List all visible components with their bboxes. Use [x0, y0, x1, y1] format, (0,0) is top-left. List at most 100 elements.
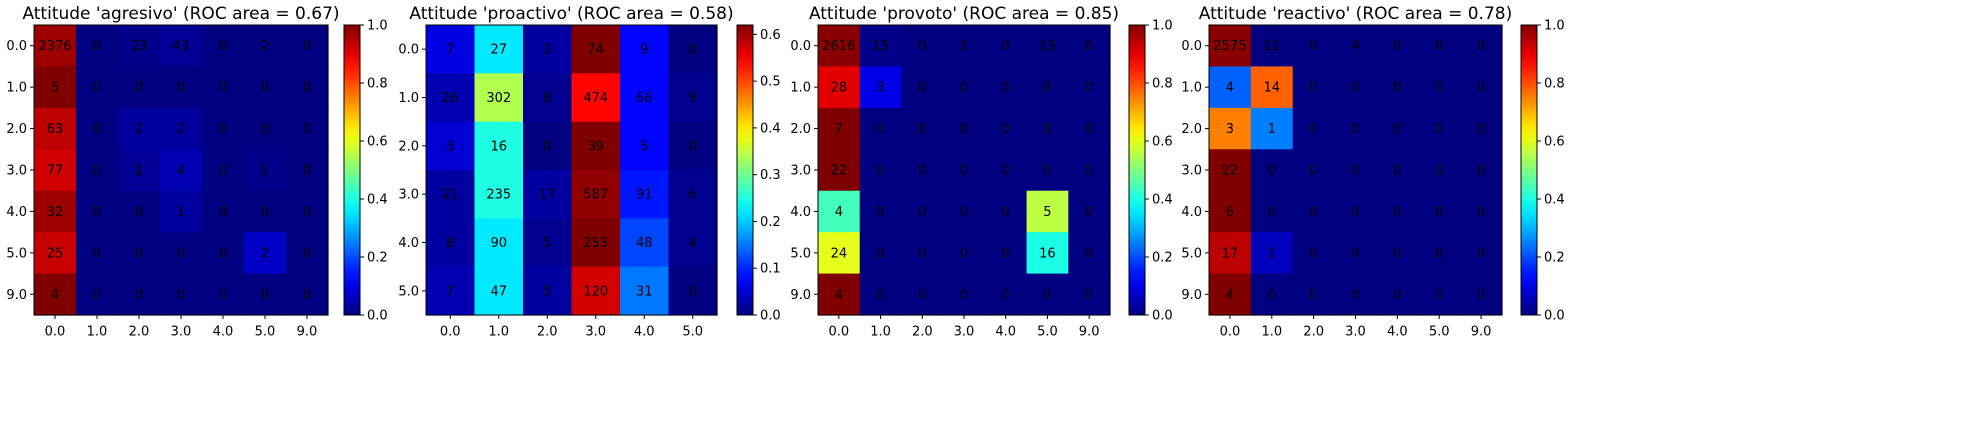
cell-value-label: 0 — [1085, 39, 1093, 54]
heatmap-cell — [668, 266, 718, 316]
heatmap-cell — [160, 107, 203, 150]
cell-value-label: 0 — [1268, 288, 1276, 303]
heatmap-cell — [202, 149, 245, 192]
heatmap-cell — [943, 190, 986, 233]
cell-value-label: 0 — [1393, 205, 1401, 220]
heatmap-cell — [118, 107, 161, 150]
cell-value-label: 0 — [1043, 288, 1051, 303]
cell-value-label: 7 — [446, 43, 454, 58]
heatmap-cell — [1068, 149, 1111, 192]
heatmap-cell — [1376, 273, 1419, 316]
heatmap-cell — [118, 190, 161, 233]
colorbar-tick-label: 0.8 — [367, 77, 388, 92]
heatmap-cell — [34, 66, 77, 109]
y-tick-label: 4.0 — [398, 236, 419, 251]
cell-value-label: 0 — [303, 288, 311, 303]
heatmap-cell — [426, 121, 476, 171]
x-tick-label: 3.0 — [171, 325, 192, 340]
x-tick-label: 0.0 — [440, 325, 461, 340]
heatmap-cell — [1209, 66, 1252, 109]
heatmap-cell — [1418, 25, 1461, 68]
colorbar-tick-label: 0.5 — [760, 75, 781, 90]
cell-value-label: 5 — [543, 236, 551, 251]
heatmap-cell — [34, 107, 77, 150]
heatmap-cell — [943, 107, 986, 150]
heatmap-cell — [571, 266, 621, 316]
heatmap-cell — [1250, 25, 1294, 68]
heatmap-cell — [1292, 66, 1336, 109]
heatmap-cell — [1376, 25, 1419, 68]
heatmap-cell — [1460, 190, 1503, 233]
cell-value-label: 0 — [261, 122, 269, 137]
cell-value-label: 0 — [918, 205, 926, 220]
colorbar-tick-label: 0.6 — [1152, 135, 1173, 150]
heatmap-cell — [1068, 66, 1111, 109]
heatmap-cell — [1250, 273, 1294, 316]
x-tick-label: 0.0 — [829, 325, 850, 340]
heatmap-cell — [1068, 273, 1111, 316]
cell-value-label: 0 — [1002, 81, 1010, 96]
cell-value-label: 0 — [1435, 164, 1443, 179]
heatmap-cell — [34, 232, 77, 275]
heatmap-cell — [859, 273, 903, 316]
colorbar-tick-label: 0.6 — [760, 28, 781, 43]
x-tick-label: 5.0 — [682, 325, 703, 340]
cell-value-label: 1 — [177, 205, 185, 220]
cell-value-label: 7 — [835, 122, 843, 137]
heatmap-cell — [244, 66, 287, 109]
cell-value-label: 0 — [1002, 205, 1010, 220]
cell-value-label: 17 — [1222, 246, 1239, 261]
heatmap-cell — [523, 121, 573, 171]
heatmap-cell — [202, 66, 245, 109]
colorbar-tick-label: 0.2 — [1544, 251, 1565, 266]
heatmap-cell — [1250, 107, 1294, 150]
cell-value-label: 25 — [47, 246, 64, 261]
heatmap-cell — [571, 121, 621, 171]
y-tick-label: 0.0 — [398, 43, 419, 58]
heatmap-cell — [426, 170, 476, 219]
heatmap-cell — [1292, 149, 1336, 192]
heatmap-cell — [286, 107, 329, 150]
heatmap-cell — [901, 66, 944, 109]
heatmap-cell — [160, 25, 203, 68]
heatmap-cell — [1376, 149, 1419, 192]
heatmap-cell — [1026, 273, 1069, 316]
heatmap-cell — [901, 149, 944, 192]
cell-value-label: 4 — [1226, 81, 1234, 96]
heatmap-cell — [1334, 66, 1378, 109]
cell-value-label: 0 — [876, 246, 884, 261]
y-tick-label: 5.0 — [790, 246, 811, 261]
heatmap-cell — [943, 25, 986, 68]
heatmap-cell — [202, 232, 245, 275]
heatmap-cell — [202, 25, 245, 68]
cell-value-label: 0 — [1393, 288, 1401, 303]
cell-value-label: 0 — [1351, 81, 1359, 96]
x-tick-label: 2.0 — [537, 325, 558, 340]
heatmap-cell — [523, 266, 573, 316]
heatmap-cell — [202, 273, 245, 316]
colorbar-tick-label: 0.2 — [760, 215, 781, 230]
heatmap-cell — [523, 25, 573, 74]
cell-value-label: 0 — [1393, 246, 1401, 261]
cell-value-label: 0 — [1043, 164, 1051, 179]
cell-value-label: 0 — [1435, 39, 1443, 54]
x-tick-label: 1.0 — [87, 325, 108, 340]
heatmap-cell — [1334, 273, 1378, 316]
cell-value-label: 0 — [543, 139, 551, 154]
x-tick-label: 4.0 — [213, 325, 234, 340]
heatmap-cell — [1418, 190, 1461, 233]
cell-value-label: 0 — [135, 246, 143, 261]
colorbar-tick-label: 0.3 — [760, 168, 781, 183]
heatmap-cell — [1460, 66, 1503, 109]
colorbar-tick-label: 0.8 — [1152, 77, 1173, 92]
cell-value-label: 8 — [543, 91, 551, 106]
heatmap-cell — [818, 232, 861, 275]
cell-value-label: 1 — [960, 39, 968, 54]
cell-value-label: 3 — [1226, 122, 1234, 137]
cell-value-label: 0 — [1310, 122, 1318, 137]
heatmap-cell — [859, 232, 903, 275]
cell-value-label: 0 — [303, 164, 311, 179]
cell-value-label: 0 — [1477, 288, 1485, 303]
colorbar-tick-label: 0.6 — [367, 135, 388, 150]
cell-value-label: 0 — [1002, 122, 1010, 137]
